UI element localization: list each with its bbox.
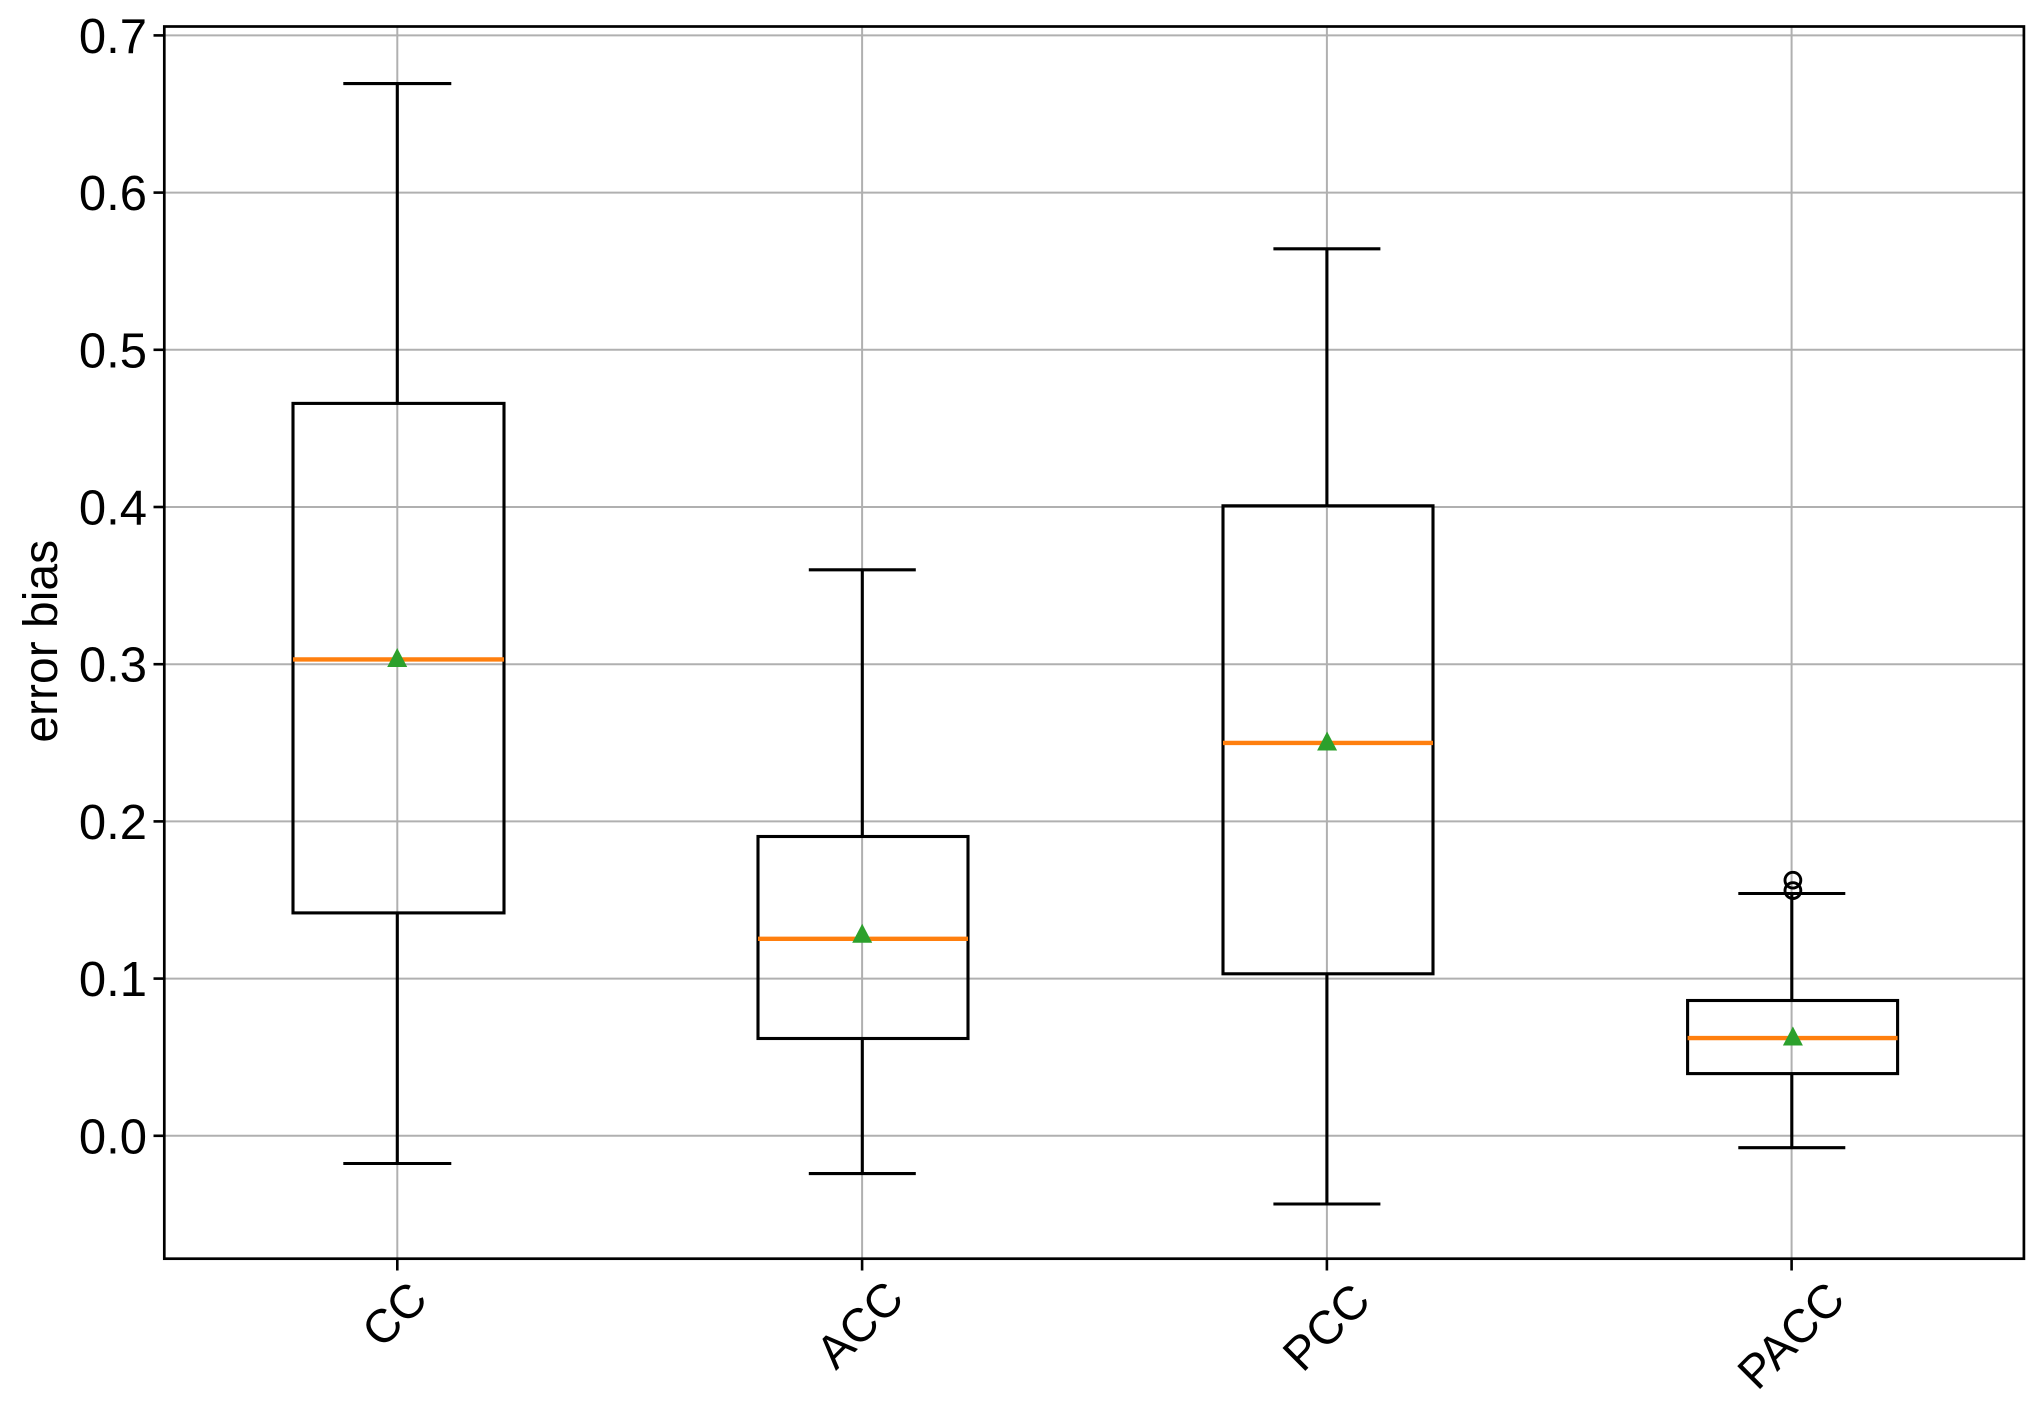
svg-text:0.6: 0.6 (79, 167, 147, 221)
svg-text:0.4: 0.4 (79, 482, 147, 536)
svg-text:0.5: 0.5 (79, 324, 147, 378)
svg-text:0.1: 0.1 (79, 953, 147, 1007)
svg-text:CC: CC (351, 1271, 436, 1356)
svg-text:PCC: PCC (1272, 1273, 1380, 1381)
svg-text:0.2: 0.2 (79, 796, 147, 850)
svg-text:ACC: ACC (806, 1271, 914, 1379)
svg-text:0.3: 0.3 (79, 639, 147, 693)
svg-text:error bias: error bias (15, 540, 68, 743)
svg-text:PACC: PACC (1727, 1271, 1854, 1398)
svg-text:0.7: 0.7 (79, 10, 147, 64)
svg-text:0.0: 0.0 (79, 1110, 147, 1164)
